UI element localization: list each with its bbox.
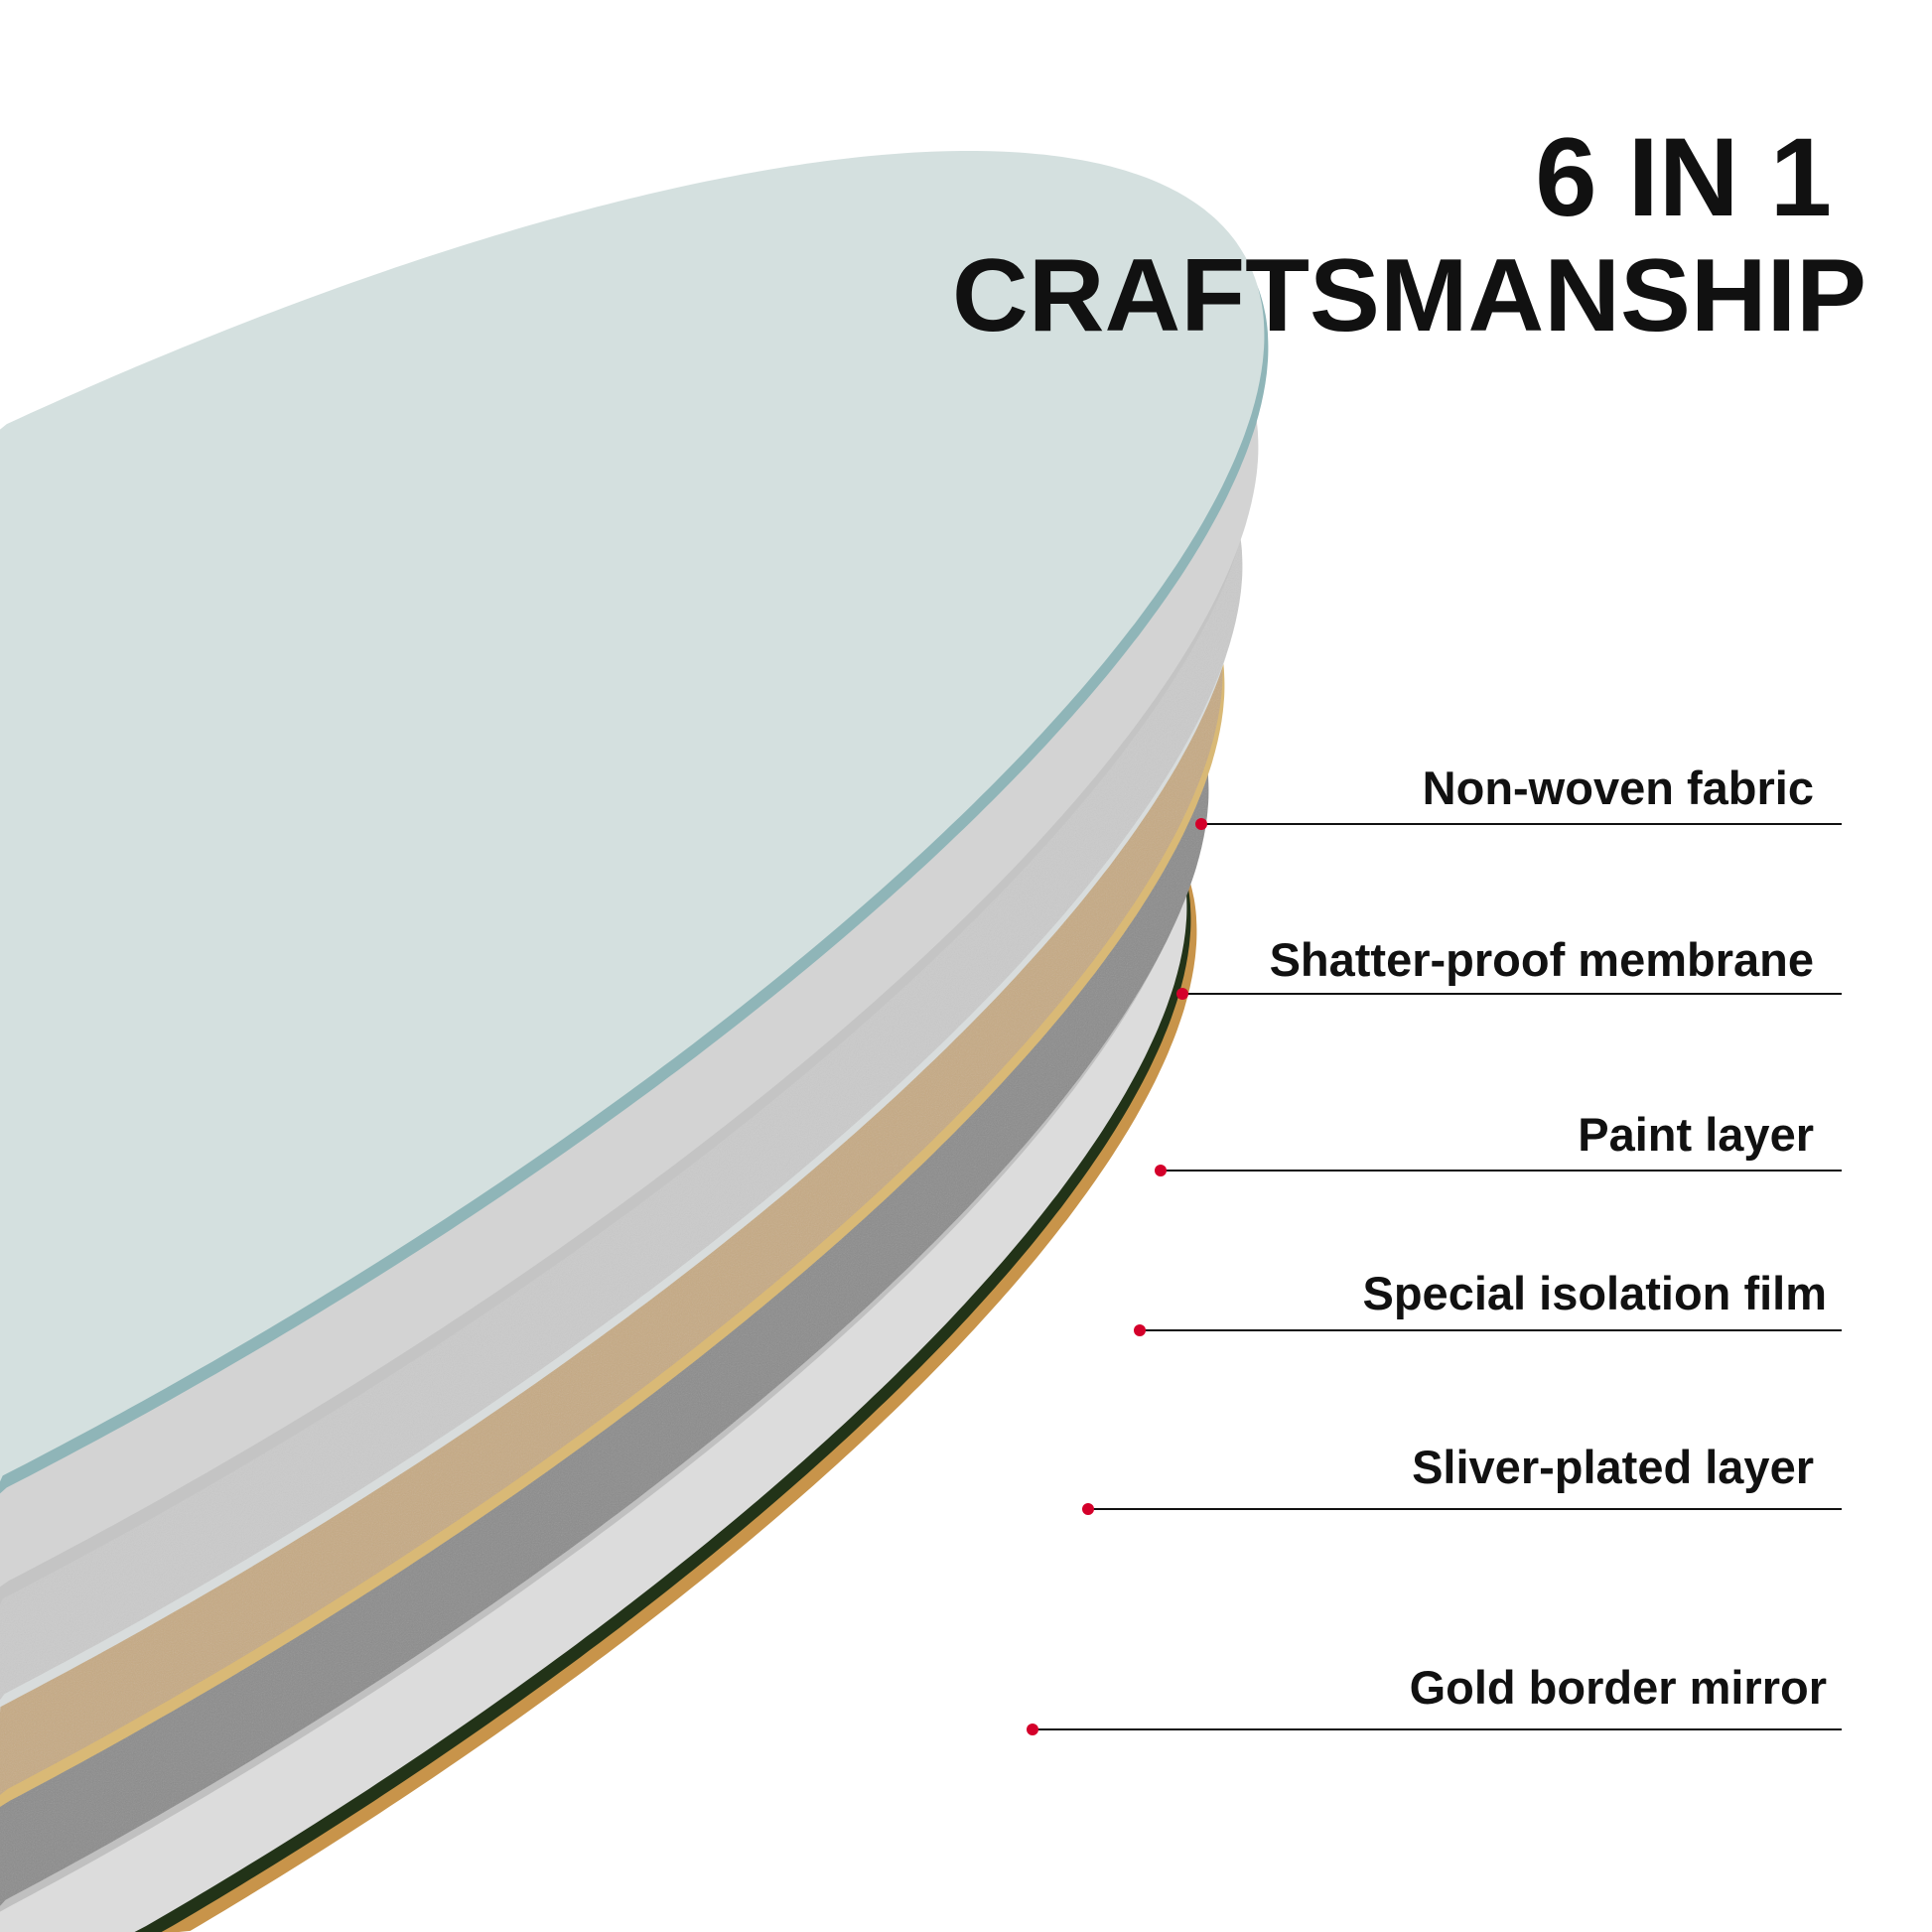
pointer-dot-sliver-plated-layer [1082, 1503, 1094, 1515]
pointer-dot-paint-layer [1155, 1165, 1167, 1176]
glass-face [0, 151, 1265, 1835]
label-special-isolation-film: Special isolation film [1363, 1267, 1828, 1319]
pointer-dot-gold-border-mirror [1027, 1724, 1038, 1735]
title-line-2: CRAFTSMANSHIP [952, 238, 1866, 353]
label-sliver-plated-layer: Sliver-plated layer [1412, 1441, 1814, 1493]
label-non-woven-fabric: Non-woven fabric [1423, 761, 1814, 814]
pointer-dot-shatter-proof-membrane [1176, 988, 1188, 1000]
mirror-layer-stack [0, 151, 1269, 1932]
layer-labels: Non-woven fabric Shatter-proof membrane Pa… [1027, 761, 1842, 1735]
label-gold-border-mirror: Gold border mirror [1410, 1661, 1827, 1714]
title-line-1: 6 IN 1 [1535, 115, 1832, 239]
pointer-dot-non-woven-fabric [1195, 818, 1207, 830]
pointer-dot-special-isolation-film [1134, 1324, 1146, 1336]
label-shatter-proof-membrane: Shatter-proof membrane [1270, 933, 1814, 986]
label-paint-layer: Paint layer [1578, 1108, 1814, 1161]
